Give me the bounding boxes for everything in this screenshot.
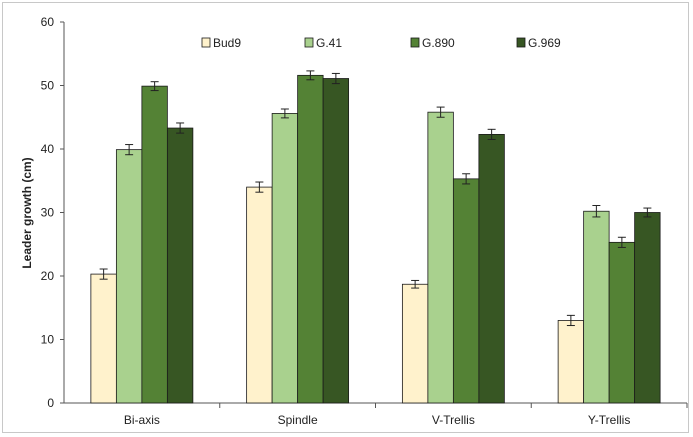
y-axis-label: Leader growth (cm) bbox=[20, 157, 34, 268]
error-bar bbox=[643, 207, 652, 218]
error-bar bbox=[566, 314, 575, 327]
error-bar bbox=[255, 181, 264, 193]
error-bar bbox=[150, 81, 159, 92]
x-tick-label: Y-Trellis bbox=[588, 413, 630, 427]
y-tick-label: 50 bbox=[41, 79, 55, 93]
y-tick-label: 20 bbox=[41, 269, 55, 283]
bar bbox=[90, 273, 117, 404]
bar bbox=[401, 283, 429, 404]
bars bbox=[90, 70, 661, 404]
error-bar bbox=[592, 205, 601, 218]
y-tick-label: 0 bbox=[47, 396, 54, 410]
bar bbox=[427, 111, 454, 404]
legend: Bud9 G.41 G.890 G.969 bbox=[201, 36, 561, 50]
bar bbox=[583, 210, 610, 404]
error-bar bbox=[411, 279, 420, 289]
bar bbox=[297, 74, 324, 404]
legend-swatch bbox=[516, 37, 526, 48]
y-tick-label: 60 bbox=[41, 15, 55, 29]
x-tick-label: Spindle bbox=[278, 413, 318, 427]
legend-swatch bbox=[201, 37, 211, 48]
error-bar bbox=[617, 236, 626, 248]
legend-item: Bud9 bbox=[201, 36, 241, 50]
bar bbox=[246, 186, 273, 404]
x-tick-label: V-Trellis bbox=[432, 413, 475, 427]
error-bar bbox=[306, 70, 315, 81]
bar bbox=[608, 241, 636, 404]
y-tick-label: 30 bbox=[41, 206, 55, 220]
bar bbox=[322, 78, 350, 404]
bar bbox=[141, 85, 168, 404]
error-bar bbox=[436, 106, 445, 118]
bar bbox=[452, 178, 480, 404]
error-bar bbox=[462, 173, 471, 185]
bar bbox=[478, 133, 505, 404]
error-bar bbox=[125, 144, 134, 156]
y-tick-label: 40 bbox=[41, 142, 55, 156]
error-bar bbox=[487, 128, 496, 140]
legend-item: G.41 bbox=[304, 36, 342, 50]
bar bbox=[557, 320, 585, 404]
bar bbox=[115, 149, 143, 404]
legend-swatch bbox=[304, 37, 314, 48]
legend-label: G.969 bbox=[528, 36, 561, 50]
legend-label: Bud9 bbox=[213, 36, 241, 50]
error-bar bbox=[176, 122, 185, 134]
legend-item: G.890 bbox=[410, 36, 455, 50]
legend-swatch bbox=[410, 37, 420, 48]
legend-item: G.969 bbox=[516, 36, 561, 50]
legend-label: G.41 bbox=[316, 36, 342, 50]
y-tick-label: 10 bbox=[41, 333, 55, 347]
x-tick-label: Bi-axis bbox=[124, 413, 160, 427]
bar bbox=[634, 212, 661, 404]
error-bar bbox=[331, 72, 340, 85]
error-bar bbox=[280, 108, 289, 119]
bar bbox=[271, 113, 299, 404]
error-bar bbox=[99, 268, 108, 280]
bar bbox=[166, 127, 194, 404]
legend-label: G.890 bbox=[422, 36, 455, 50]
